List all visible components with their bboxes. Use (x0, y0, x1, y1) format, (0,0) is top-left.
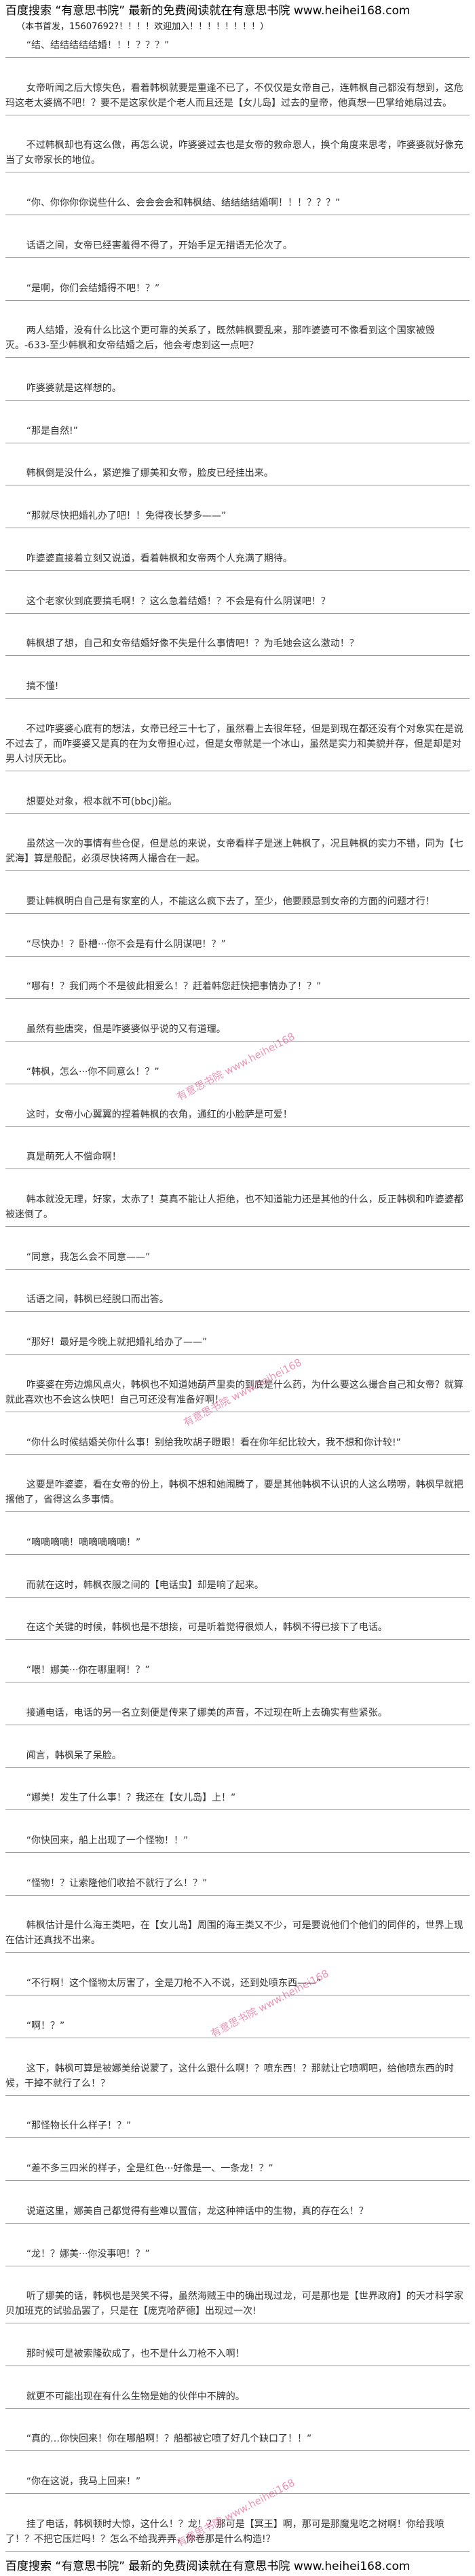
paragraph: “龙！？娜美···你没事吧！？” (5, 2247, 470, 2266)
paragraph: 真是萌死人不偿命啊！ (5, 1149, 470, 1170)
paragraph: “同意，我怎么会不同意——” (5, 1250, 470, 1270)
paragraph: 听了娜美的话，韩枫也是哭笑不得，虽然海贼王中的确出现过龙，可是那也是【世界政府】… (5, 2289, 470, 2324)
paragraph: 在这个关键的时候，韩枫也是不想接，可是听着觉得很烦人，韩枫不得已接下了电话。 (5, 1620, 470, 1640)
paragraph: 不过韩枫却也有这么做，再怎么说，咋婆婆过去也是女帝的救命恩人，换个角度来思考，咋… (5, 138, 470, 173)
paragraph: 虽然有些唐突，但是咋婆婆似乎说的又有道理。 (5, 1022, 470, 1042)
paragraph: 咋婆婆就是这样想的。 (5, 381, 470, 401)
paragraph: “娜美！发生了什么事！？我还在【女儿岛】上！” (5, 1790, 470, 1811)
paragraph: 话语之间，韩枫已经脱口而出答。 (5, 1292, 470, 1312)
paragraph: 这个老家伙到底要搞毛啊！？这么急着结婚！？不会是有什么阴谋吧！？ (5, 594, 470, 614)
paragraph: 不过咋婆婆心底有的想法，女帝已经三十七了，虽然看上去很年轻，但是到现在都还没有个… (5, 722, 470, 771)
paragraph: 韩枫估计是什么海王类吧，在【女儿岛】周围的海王类又不少，可是要说他们个他们的同伴… (5, 1918, 470, 1953)
paragraph: 挂了电话，韩枫顿时大惊，这什么！？龙！？那可是【冥王】啊，那可是那魔鬼吃之树啊！… (5, 2517, 470, 2552)
paragraph: 咋婆婆直接着立刻又说道，看着韩枫和女帝两个人充满了期待。 (5, 551, 470, 571)
paragraph: “哪有！？我们两个不是彼此相爱么！？赶着韩您赶快把事情办了！？” (5, 979, 470, 999)
paragraph: “不行啊！这个怪物太厉害了，全是刀枪不入不说，还到处喷东西——” (5, 1976, 470, 1996)
paragraph: “差不多三四米的样子，全是红色···好像是一、一条龙！？” (5, 2161, 470, 2182)
paragraph: 说道这里，娜美自己都觉得有些难以置信，龙这种神话中的生物，真的存在么！？ (5, 2204, 470, 2224)
paragraph: “那是自然!” (5, 424, 470, 443)
paragraph: 这要是咋婆婆，看在女帝的份上，韩枫不想和她闹腾了，要是其他韩枫不认识的人这么唠唠… (5, 1477, 470, 1513)
header-note: （本书首发，15607692?！！！！欢迎加入！！！！！！！！） (16, 22, 269, 32)
paragraph: 韩枫倒是没什么，紧逆推了娜美和女帝，脸皮已经挂出来。 (5, 466, 470, 486)
paragraph: 搞不懂! (5, 679, 470, 699)
paragraph: 接通电话，电话的另一名立刻便是传来了娜美的声音，不过现在听上去确实有些紧张。 (5, 1706, 470, 1725)
footer: 百度搜索 “有意思书院” 最新的免费阅读就在有意思书院 www.heihei16… (5, 2560, 411, 2573)
paragraph: 女帝听闻之后大惊失色，看着韩枫就要是重逢不已了，不仅仅是女帝自己，连韩枫自己都没… (5, 81, 470, 115)
paragraph: 两人结婚，没有什么比这个更可靠的关系了，既然韩枫要乱来，那咋婆婆可不像看到这个国… (5, 323, 470, 358)
paragraph: 话语之间，女帝已经害羞得不得了，开始手足无措语无伦次了。 (5, 238, 470, 258)
paragraph: 而就在这时，韩枫衣服之间的【电话虫】却是响了起来。 (5, 1578, 470, 1598)
paragraph: 咋婆婆在旁边煽风点火，韩枫也不知道她葫芦里卖的到底是什么药，为什么要这么撮合自己… (5, 1378, 470, 1412)
paragraph: 要让韩枫明白自己是有家室的人，不能这么疯下去了，至少，他要顾忌到女帝的方面的问题… (5, 894, 470, 914)
paragraph: 想要处对象，根本就不可(bbcj)能。 (5, 794, 470, 814)
paragraph: “你在这说，我马上回来！” (5, 2474, 470, 2495)
paragraph: “你、你你你你说些什么、会会会会和韩枫结、结结结结婚啊！！！？？？” (5, 196, 470, 216)
header: 百度搜索 “有意思书院” 最新的免费阅读就在有意思书院 www.heihei16… (0, 0, 475, 35)
paragraph: 虽然这一次的事情有些仓促，但是总的来说，女帝看样子是迷上韩枫了，况且韩枫的实力不… (5, 836, 470, 872)
paragraph: 那时候可是被索隆砍成了，也不是什么刀枪不入啊！ (5, 2347, 470, 2366)
paragraph: 就更不可能出现在有什么生物是她的伙伴中不牌的。 (5, 2389, 470, 2409)
paragraph: “啊！？” (5, 2019, 470, 2038)
paragraph: “真的…你快回来！你在哪船啊！？船都被它喷了好几个缺口了！！” (5, 2431, 470, 2452)
paragraph: “那就尽快把婚礼办了吧！！免得夜长梦多——” (5, 509, 470, 529)
paragraph: “你快回来，船上出现了一个怪物！！” (5, 1833, 470, 1854)
paragraph: 这下，韩枫可算是被娜美给说蒙了，这什么跟什么啊！？喷东西！？那就让它喷啊吧，给他… (5, 2061, 470, 2096)
paragraph: “喂！娜美···你在哪里啊！？” (5, 1663, 470, 1683)
article: “结、结结结结结婚！！！？？？” 女帝听闻之后大惊失色，看着韩枫就要是重逢不已了，… (0, 38, 475, 2552)
paragraph: “是啊，你们会结婚得不吧！？” (5, 281, 470, 301)
paragraph: “你什么时候结婚关你什么事！别给我吹胡子瞪眼！看在你年纪比较大，我不想和你计较!… (5, 1435, 470, 1455)
paragraph: “那好！最好是今晚上就把婚礼给办了——” (5, 1335, 470, 1355)
paragraph: 闻言，韩枫呆了呆脸。 (5, 1748, 470, 1768)
paragraph: “嘀嘀嘀嘀！嘀嘀嘀嘀嘀！” (5, 1535, 470, 1555)
paragraph: “韩枫，怎么···你不同意么！？” (5, 1065, 470, 1084)
paragraph: “结、结结结结结婚！！！？？？” (5, 38, 470, 58)
paragraph: “怪物！？让索隆他们收拾不就行了么！？” (5, 1876, 470, 1896)
paragraph: 韩枫想了想，自己和女帝结婚好像不失是什么事情吧！？为毛她会这么激动！？ (5, 636, 470, 657)
paragraph: 这时，女帝小心翼翼的捏着韩枫的衣角，通红的小脸萨是可爱！ (5, 1107, 470, 1127)
paragraph: “那怪物长什么样子！？” (5, 2118, 470, 2139)
paragraph: “尽快办！？卧槽···你不会是有什么阴谋吧！？” (5, 937, 470, 957)
header-banner: 百度搜索 “有意思书院” 最新的免费阅读就在有意思书院 www.heihei16… (5, 4, 411, 18)
paragraph: 韩本就没无理，好家，太赤了！莫真不能让人拒绝，也不知道能力还是其他的什么，反正韩… (5, 1192, 470, 1227)
